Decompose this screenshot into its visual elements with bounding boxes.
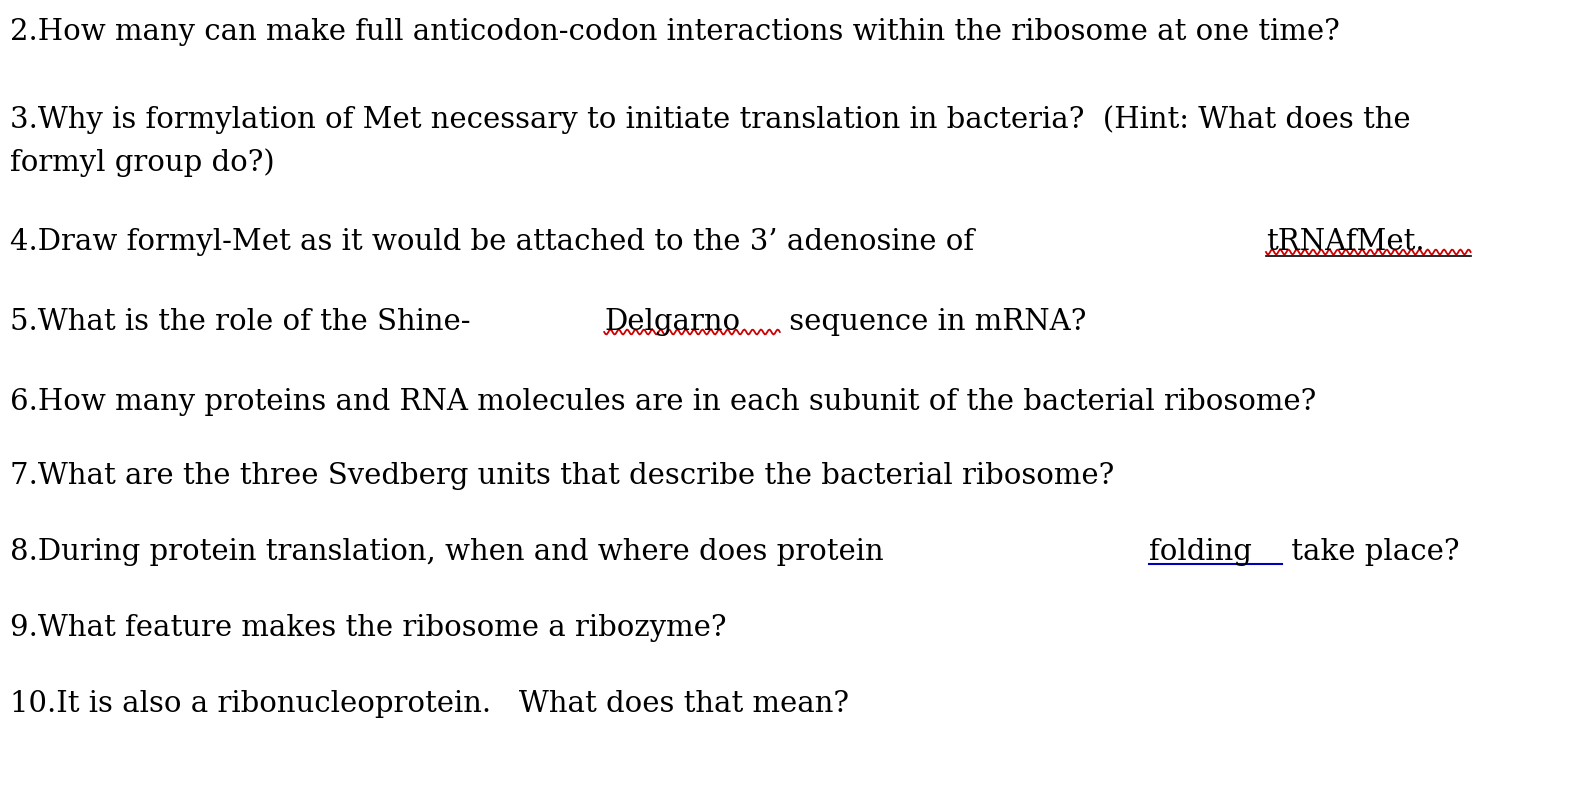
Text: 9.What feature makes the ribosome a ribozyme?: 9.What feature makes the ribosome a ribo… xyxy=(10,614,727,642)
Text: 2.How many can make full anticodon-codon interactions within the ribosome at one: 2.How many can make full anticodon-codon… xyxy=(10,18,1340,46)
Text: 7.What are the three Svedberg units that describe the bacterial ribosome?: 7.What are the three Svedberg units that… xyxy=(10,462,1114,490)
Text: folding: folding xyxy=(1150,538,1251,566)
Text: Delgarno: Delgarno xyxy=(604,308,740,336)
Text: 8.During protein translation, when and where does protein: 8.During protein translation, when and w… xyxy=(10,538,893,566)
Text: tRNAfMet.: tRNAfMet. xyxy=(1266,228,1424,256)
Text: sequence in mRNA?: sequence in mRNA? xyxy=(779,308,1087,336)
Text: 3.Why is formylation of Met necessary to initiate translation in bacteria?  (Hin: 3.Why is formylation of Met necessary to… xyxy=(10,105,1411,134)
Text: 10.It is also a ribonucleoprotein.   What does that mean?: 10.It is also a ribonucleoprotein. What … xyxy=(10,690,849,718)
Text: formyl group do?): formyl group do?) xyxy=(10,148,274,177)
Text: take place?: take place? xyxy=(1281,538,1459,566)
Text: 6.How many proteins and RNA molecules are in each subunit of the bacterial ribos: 6.How many proteins and RNA molecules ar… xyxy=(10,388,1316,416)
Text: 5.What is the role of the Shine-: 5.What is the role of the Shine- xyxy=(10,308,470,336)
Text: 4.Draw formyl-Met as it would be attached to the 3’ adenosine of: 4.Draw formyl-Met as it would be attache… xyxy=(10,228,984,256)
